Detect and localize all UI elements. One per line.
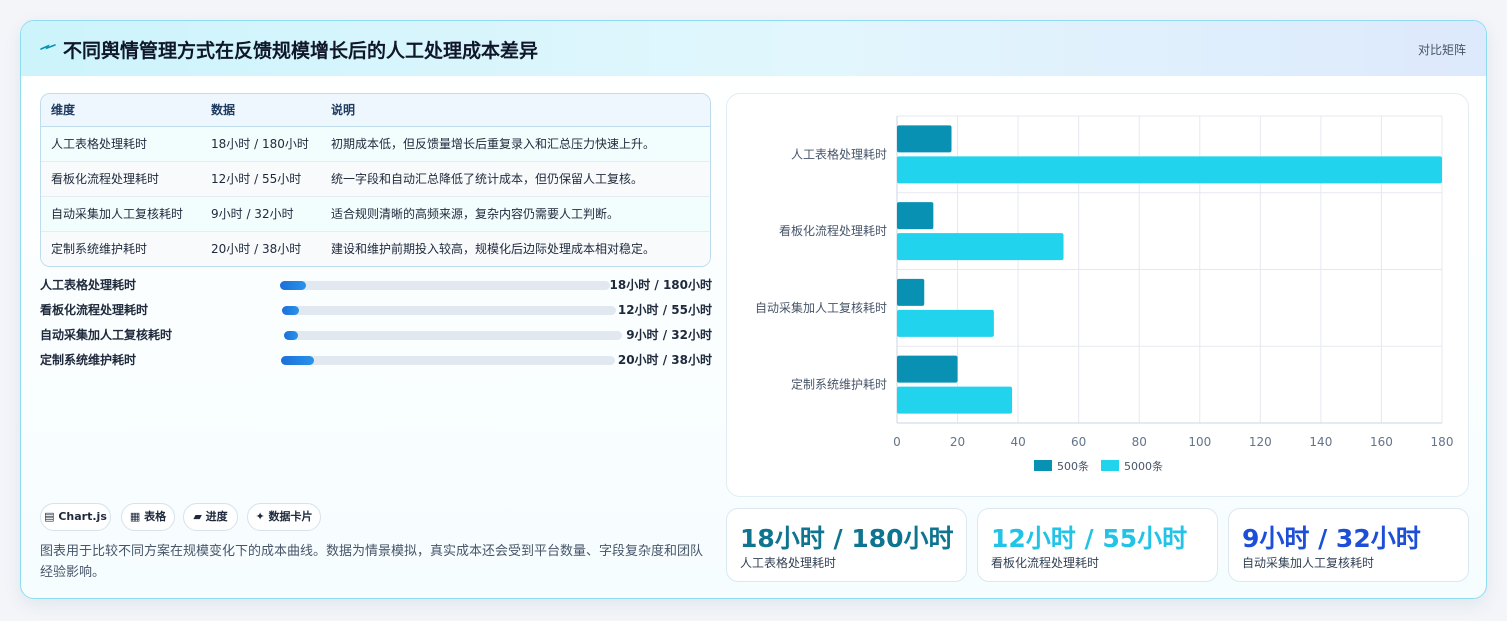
x-tick-label: 80	[1132, 435, 1147, 449]
stat-label: 看板化流程处理耗时	[991, 556, 1100, 570]
page-title: 不同舆情管理方式在反馈规模增长后的人工处理成本差异	[63, 40, 539, 62]
legend-label: 500条	[1057, 459, 1089, 473]
table-row: 人工表格处理耗时 18小时 / 180小时 初期成本低，但反馈量增长后重复录入和…	[41, 127, 710, 162]
column-header: 说明	[331, 103, 356, 117]
bar-chart-svg: 0 20 40 60 80 100 120 140 160 180 人工表格处理耗时看板化流程处理耗…	[755, 115, 1454, 473]
tag-data-card[interactable]: ✦ 数据卡片	[247, 503, 321, 531]
progress-track	[280, 281, 610, 290]
progress-label: 自动采集加人工复核耗时	[40, 328, 173, 342]
column-header: 数据	[211, 103, 236, 117]
stat-value: 9小时 / 32小时	[1242, 524, 1421, 553]
progress-label: 看板化流程处理耗时	[40, 303, 149, 317]
progress-row: 看板化流程处理耗时 12小时 / 55小时	[40, 301, 712, 319]
stat-value: 18小时 / 180小时	[740, 524, 954, 553]
x-tick-label: 180	[1431, 435, 1454, 449]
progress-fill	[282, 306, 299, 315]
card-icon: ✦	[255, 510, 265, 523]
progress-fill	[280, 281, 307, 290]
progress-icon: ▰	[193, 510, 202, 523]
stat-card: 18小时 / 180小时 人工表格处理耗时	[726, 508, 967, 582]
legend-label: 5000条	[1124, 459, 1163, 473]
y-category-label: 看板化流程处理耗时	[779, 223, 887, 238]
matrix-link[interactable]: 对比矩阵	[1417, 43, 1466, 57]
x-tick-label: 160	[1370, 435, 1393, 449]
progress-value: 12小时 / 55小时	[617, 303, 712, 317]
progress-fill	[281, 356, 315, 365]
stat-card: 9小时 / 32小时 自动采集加人工复核耗时	[1228, 508, 1469, 582]
stat-label: 人工表格处理耗时	[740, 556, 837, 570]
row-name: 自动采集加人工复核耗时	[51, 207, 184, 221]
row-name: 定制系统维护耗时	[51, 242, 148, 256]
y-category-label: 人工表格处理耗时	[791, 146, 887, 161]
y-category-label: 定制系统维护耗时	[791, 377, 887, 392]
x-tick-label: 140	[1309, 435, 1332, 449]
stat-label: 自动采集加人工复核耗时	[1242, 556, 1375, 570]
x-tick-label: 40	[1010, 435, 1025, 449]
card-header: 不同舆情管理方式在反馈规模增长后的人工处理成本差异 对比矩阵	[21, 21, 1486, 76]
data-table: 维度 数据 说明 人工表格处理耗时 18小时 / 180小时 初期成本低，但反馈…	[40, 93, 711, 267]
progress-value: 18小时 / 180小时	[609, 278, 713, 292]
grid-icon: ▤	[44, 510, 55, 523]
row-value: 20小时 / 38小时	[211, 242, 302, 256]
bar	[897, 278, 925, 306]
stat-value: 12小时 / 55小时	[991, 524, 1188, 553]
progress-label: 定制系统维护耗时	[40, 353, 137, 367]
progress-row: 自动采集加人工复核耗时 9小时 / 32小时	[40, 326, 712, 344]
chart-note: 图表用于比较不同方案在规模变化下的成本曲线。数据为情景模拟，真实成本还会受到平台…	[40, 544, 704, 580]
progress-track	[284, 331, 622, 340]
row-value: 18小时 / 180小时	[211, 137, 309, 151]
legend-swatch	[1101, 460, 1119, 471]
sparkle-icon	[40, 44, 56, 50]
x-tick-label: 120	[1249, 435, 1272, 449]
table-row: 看板化流程处理耗时 12小时 / 55小时 统一字段和自动汇总降低了统计成本，但…	[41, 162, 710, 197]
row-name: 人工表格处理耗时	[51, 137, 148, 151]
table-row: 自动采集加人工复核耗时 9小时 / 32小时 适合规则清晰的高频来源，复杂内容仍…	[41, 197, 710, 232]
table-header-row: 维度 数据 说明	[41, 94, 710, 127]
tag-label: 数据卡片	[268, 510, 313, 523]
bar-chart: 0 20 40 60 80 100 120 140 160 180 人工表格处理耗时看板化流程处理耗…	[726, 93, 1469, 497]
row-name: 看板化流程处理耗时	[51, 172, 160, 186]
progress-label: 人工表格处理耗时	[40, 278, 137, 292]
tag-progress[interactable]: ▰ 进度	[183, 503, 238, 531]
row-desc: 统一字段和自动汇总降低了统计成本，但仍保留人工复核。	[331, 172, 644, 186]
progress-track	[282, 306, 616, 315]
tag-chartjs[interactable]: ▤ Chart.js	[40, 503, 111, 531]
tag-label: 表格	[144, 510, 167, 523]
table-icon: ▦	[129, 510, 141, 523]
y-category-label: 自动采集加人工复核耗时	[755, 300, 887, 315]
bar	[897, 355, 958, 383]
tag-label: Chart.js	[58, 510, 107, 523]
x-tick-label: 20	[950, 435, 965, 449]
x-tick-label: 0	[893, 435, 901, 449]
row-desc: 适合规则清晰的高频来源，复杂内容仍需要人工判断。	[331, 207, 620, 221]
x-tick-label: 100	[1188, 435, 1211, 449]
progress-value: 9小时 / 32小时	[626, 328, 712, 342]
comparison-card: 不同舆情管理方式在反馈规模增长后的人工处理成本差异 对比矩阵 维度 数据 说明 …	[20, 20, 1487, 599]
progress-fill	[284, 331, 298, 340]
stat-card: 12小时 / 55小时 看板化流程处理耗时	[977, 508, 1218, 582]
bar	[897, 309, 994, 337]
bar	[897, 156, 1442, 184]
progress-row: 定制系统维护耗时 20小时 / 38小时	[40, 351, 712, 369]
row-value: 12小时 / 55小时	[211, 172, 302, 186]
table-row: 定制系统维护耗时 20小时 / 38小时 建设和维护前期投入较高，规模化后边际处…	[41, 232, 710, 266]
tag-label: 进度	[205, 510, 228, 523]
legend-swatch	[1034, 460, 1052, 471]
row-desc: 建设和维护前期投入较高，规模化后边际处理成本相对稳定。	[331, 242, 656, 256]
tag-table[interactable]: ▦ 表格	[121, 503, 175, 531]
progress-value: 20小时 / 38小时	[617, 353, 712, 367]
row-value: 9小时 / 32小时	[211, 207, 294, 221]
bar	[897, 125, 952, 153]
row-desc: 初期成本低，但反馈量增长后重复录入和汇总压力快速上升。	[331, 137, 656, 151]
bar	[897, 233, 1064, 261]
x-tick-label: 60	[1071, 435, 1086, 449]
column-header: 维度	[51, 103, 76, 117]
bar	[897, 202, 934, 230]
progress-row: 人工表格处理耗时 18小时 / 180小时	[40, 276, 712, 294]
progress-track	[281, 356, 615, 365]
bar	[897, 386, 1013, 414]
